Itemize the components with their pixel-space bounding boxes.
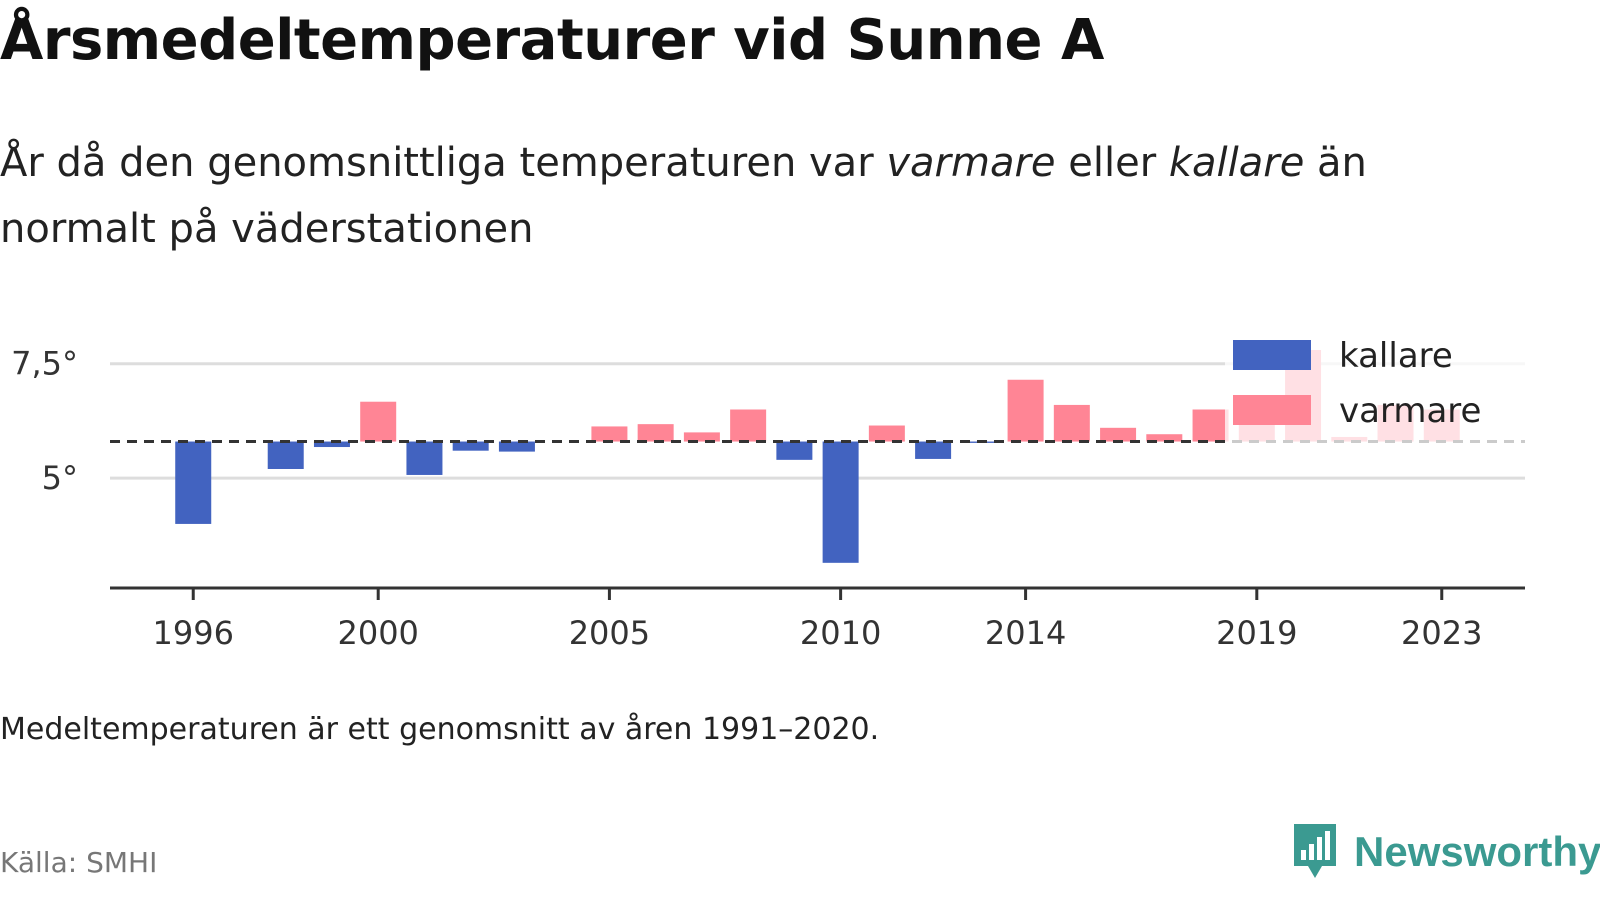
- bar-varmare: [591, 426, 628, 442]
- x-tick-label: 2019: [1216, 614, 1297, 652]
- bar-varmare: [1192, 409, 1229, 442]
- bar-varmare: [1146, 434, 1183, 442]
- bar-kallare: [313, 441, 350, 448]
- bar-varmare: [868, 425, 905, 442]
- bar-kallare: [267, 441, 304, 469]
- x-tick-label: 2010: [800, 614, 881, 652]
- bar-kallare: [915, 441, 952, 459]
- x-tick-label: 2000: [337, 614, 418, 652]
- temperature-bar-chart: 5° 7,5° 1996 2000 2005 2010 2014 2019 2023 kallar…: [11, 330, 1525, 652]
- x-tick-label: 2014: [985, 614, 1066, 652]
- legend-label-kallare: kallare: [1339, 336, 1453, 376]
- x-tick-label: 2005: [569, 614, 650, 652]
- bar-kallare: [175, 441, 212, 524]
- legend-swatch-varmare: [1233, 395, 1311, 425]
- bar-kallare: [822, 441, 859, 563]
- bar-varmare: [730, 409, 767, 442]
- y-tick-label: 7,5°: [11, 345, 78, 383]
- bar-varmare: [360, 401, 397, 442]
- brand-name: Newsworthy: [1354, 828, 1600, 875]
- subtitle-text-2: eller: [1055, 140, 1169, 186]
- subtitle-text-3: än normalt på väderstationen: [0, 140, 1367, 252]
- newsworthy-logo: Newsworthy: [1290, 822, 1600, 882]
- legend-swatch-kallare: [1233, 340, 1311, 370]
- bar-varmare: [1053, 404, 1090, 442]
- bar-kallare: [452, 441, 489, 451]
- subtitle-emphasis-varmare: varmare: [886, 140, 1056, 186]
- chart-note: Medeltemperaturen är ett genomsnitt av å…: [0, 712, 880, 747]
- y-tick-label: 5°: [42, 459, 78, 497]
- x-tick-label: 2023: [1401, 614, 1482, 652]
- bar-kallare: [776, 441, 813, 460]
- bar-kallare: [498, 441, 535, 452]
- bar-varmare: [1007, 379, 1044, 442]
- bar-varmare: [637, 424, 674, 442]
- newsworthy-logo-icon: [1294, 824, 1336, 878]
- subtitle-text-1: År då den genomsnittliga temperaturen va…: [0, 140, 887, 186]
- chart-subtitle: År då den genomsnittliga temperaturen va…: [0, 130, 1530, 262]
- bar-varmare: [683, 432, 720, 442]
- source-label: Källa: SMHI: [0, 846, 158, 879]
- x-tick-label: 1996: [153, 614, 234, 652]
- page-title: Årsmedeltemperaturer vid Sunne A: [0, 8, 1104, 73]
- bar-kallare: [406, 441, 443, 475]
- bar-varmare: [1100, 427, 1137, 442]
- legend-label-varmare: varmare: [1339, 391, 1481, 431]
- subtitle-emphasis-kallare: kallare: [1168, 140, 1305, 186]
